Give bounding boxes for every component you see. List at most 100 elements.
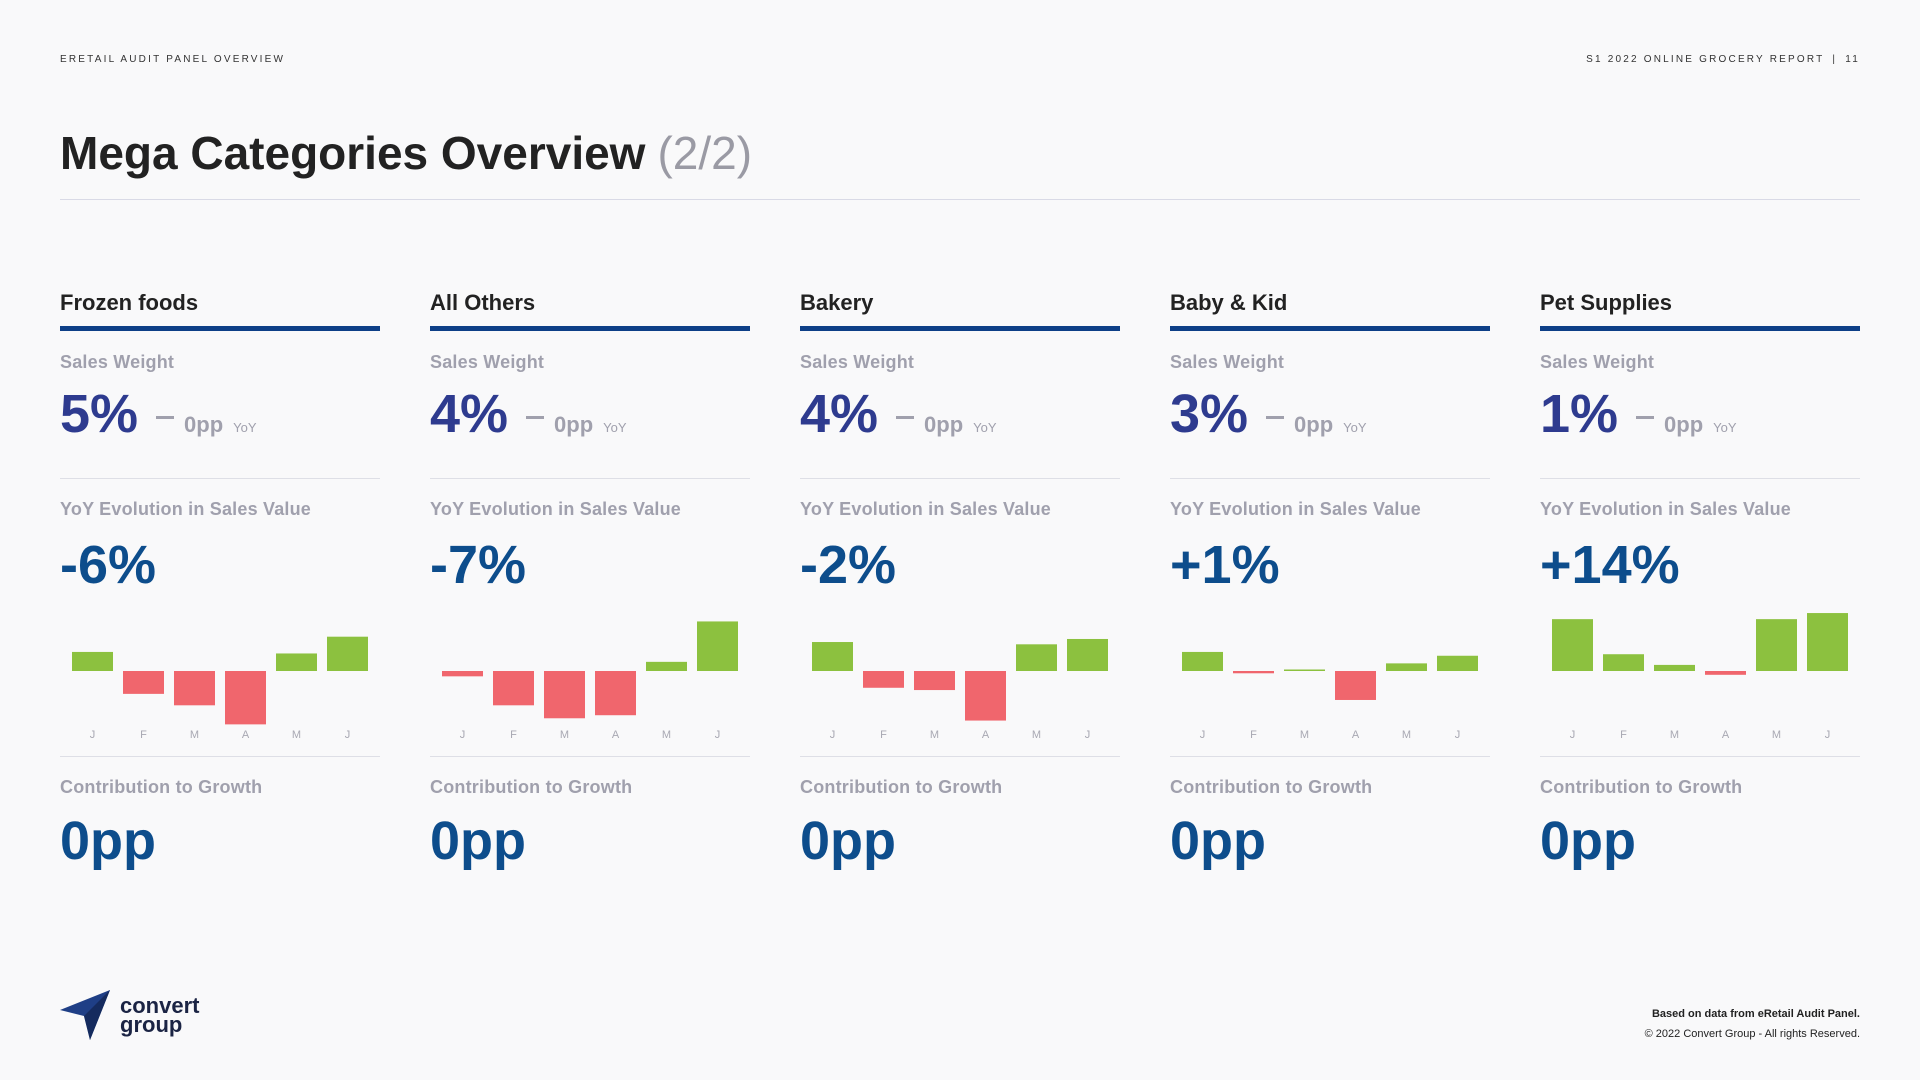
convert-group-logo: convert group	[60, 988, 199, 1042]
sales-weight-value: 3%	[1170, 384, 1249, 444]
contribution-label: Contribution to Growth	[1170, 777, 1373, 797]
sales-weight-label: Sales Weight	[800, 352, 915, 372]
page-number: 11	[1845, 54, 1860, 65]
bar-1	[1182, 651, 1223, 671]
month-tick-label: F	[1250, 729, 1257, 741]
report-name: S1 2022 ONLINE GROCERY REPORT	[1586, 54, 1825, 65]
yoy-evolution-value: +1%	[1170, 535, 1280, 595]
month-tick-label: M	[930, 729, 939, 741]
category-name: Bakery	[800, 290, 874, 315]
category-underline	[430, 326, 750, 331]
month-tick-label: J	[1825, 729, 1831, 741]
bar-2	[493, 671, 534, 706]
bar-2	[1233, 671, 1274, 674]
flat-dash-icon	[1636, 416, 1655, 419]
title-divider	[60, 199, 1860, 200]
divider	[430, 478, 750, 479]
sales-weight-value: 1%	[1540, 384, 1619, 444]
month-tick-label: M	[1402, 729, 1411, 741]
contribution-label: Contribution to Growth	[1540, 777, 1743, 797]
month-tick-label: J	[1570, 729, 1576, 741]
bar-5	[1016, 644, 1057, 671]
bar-5	[276, 653, 317, 671]
divider	[430, 756, 750, 757]
bar-2	[123, 671, 164, 694]
month-tick-label: M	[662, 729, 671, 741]
weight-change-value: 0pp	[1664, 412, 1704, 437]
bar-6	[1067, 638, 1108, 671]
bar-4	[225, 671, 266, 725]
sales-weight-label: Sales Weight	[1540, 352, 1655, 372]
report-page-info: S1 2022 ONLINE GROCERY REPORT | 11	[1586, 54, 1860, 65]
month-tick-label: F	[880, 729, 887, 741]
bar-4	[595, 671, 636, 716]
yoy-evolution-label: YoY Evolution in Sales Value	[1540, 499, 1792, 519]
footer-credits: Based on data from eRetail Audit Panel. …	[1645, 1004, 1860, 1044]
sales-weight-label: Sales Weight	[430, 352, 545, 372]
yoy-evolution-value: -6%	[60, 535, 157, 595]
contribution-value: 0pp	[60, 811, 157, 871]
bar-1	[812, 642, 853, 671]
yoy-tag: YoY	[1713, 420, 1737, 435]
page-title: Mega Categories Overview (2/2)	[60, 126, 752, 180]
bar-3	[1654, 664, 1695, 671]
bar-5	[1386, 663, 1427, 671]
yoy-tag: YoY	[973, 420, 997, 435]
weight-change-value: 0pp	[1294, 412, 1334, 437]
weight-change-value: 0pp	[184, 412, 224, 437]
contribution-label: Contribution to Growth	[800, 777, 1003, 797]
month-tick-label: A	[982, 729, 990, 741]
month-tick-label: M	[1772, 729, 1781, 741]
month-tick-label: M	[190, 729, 199, 741]
month-tick-label: F	[510, 729, 517, 741]
contribution-value: 0pp	[1540, 811, 1637, 871]
bar-3	[544, 671, 585, 719]
data-source-note: Based on data from eRetail Audit Panel.	[1651, 1008, 1860, 1020]
category-card: Pet Supplies Sales Weight 1% 0pp YoY YoY…	[1540, 290, 1860, 872]
sales-weight-row: 4% 0pp YoY	[430, 383, 750, 445]
sales-weight-row: 3% 0pp YoY	[1170, 383, 1490, 445]
yoy-evolution-label: YoY Evolution in Sales Value	[1170, 499, 1422, 519]
month-tick-label: J	[715, 729, 721, 741]
weight-change-value: 0pp	[924, 412, 964, 437]
sales-weight-row: 4% 0pp YoY	[800, 383, 1120, 445]
yoy-tag: YoY	[603, 420, 627, 435]
bar-6	[1807, 613, 1848, 671]
bar-2	[863, 671, 904, 688]
bar-1	[442, 671, 483, 677]
bar-1	[1552, 619, 1593, 671]
month-tick-label: A	[612, 729, 620, 741]
contribution-value: 0pp	[430, 811, 527, 871]
sales-weight-row: 5% 0pp YoY	[60, 383, 380, 445]
bar-3	[914, 671, 955, 691]
month-tick-label: M	[560, 729, 569, 741]
month-tick-label: A	[1722, 729, 1730, 741]
month-tick-label: J	[1455, 729, 1461, 741]
month-tick-label: A	[1352, 729, 1360, 741]
bar-4	[965, 671, 1006, 721]
divider	[1170, 756, 1490, 757]
category-underline	[1170, 326, 1490, 331]
category-underline	[60, 326, 380, 331]
yoy-tag: YoY	[233, 420, 257, 435]
category-card: Bakery Sales Weight 4% 0pp YoY YoY Evolu…	[800, 290, 1120, 872]
month-tick-label: J	[345, 729, 351, 741]
month-tick-label: A	[242, 729, 250, 741]
divider	[1170, 478, 1490, 479]
month-tick-label: M	[292, 729, 301, 741]
month-tick-label: J	[90, 729, 96, 741]
category-card: Frozen foods Sales Weight 5% 0pp YoY YoY…	[60, 290, 380, 872]
yoy-tag: YoY	[1343, 420, 1367, 435]
page-title-main: Mega Categories Overview	[60, 127, 646, 179]
page-title-sub: (2/2)	[657, 127, 753, 179]
divider	[800, 478, 1120, 479]
logo-text: convert group	[120, 995, 199, 1036]
bar-6	[697, 621, 738, 671]
month-tick-label: J	[1085, 729, 1091, 741]
bar-3	[1284, 669, 1325, 671]
